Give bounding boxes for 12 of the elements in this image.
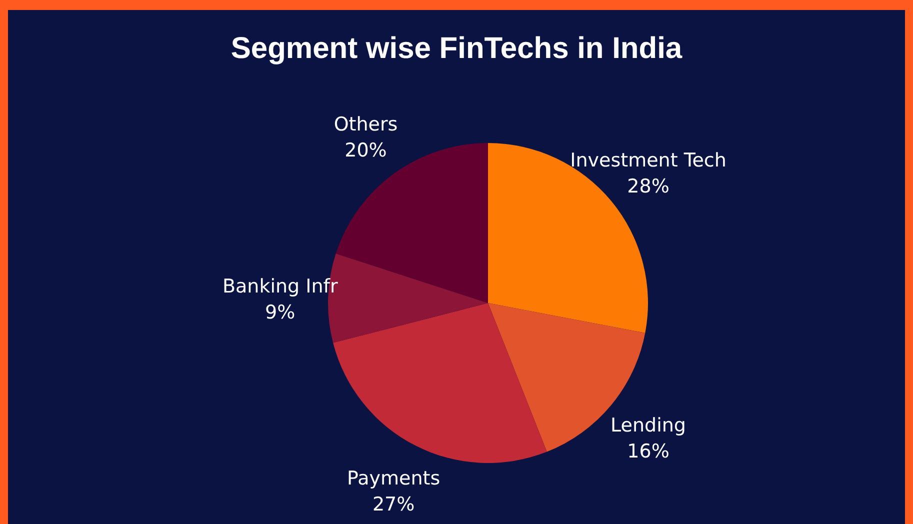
data-label: 28%	[627, 175, 670, 198]
slice-label: Others	[334, 114, 398, 136]
slice-label: Lending	[610, 414, 686, 437]
data-label: 9%	[265, 301, 296, 324]
slice-label: Payments	[347, 467, 440, 490]
slice-label: Investment Tech	[570, 149, 726, 172]
data-label: 16%	[627, 440, 670, 463]
data-label: 27%	[372, 493, 415, 516]
chart-title: Segment wise FinTechs in India	[230, 32, 682, 65]
slice-label: Banking Infr	[222, 275, 338, 298]
pie-slice	[333, 303, 547, 463]
data-label: 20%	[344, 140, 387, 162]
